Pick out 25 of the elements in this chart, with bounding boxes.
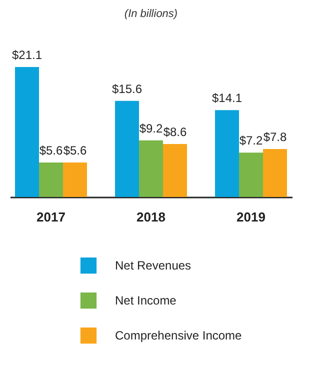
bar	[163, 144, 187, 197]
bar	[263, 148, 287, 197]
data-label: $8.6	[163, 125, 187, 140]
data-label: $15.6	[112, 82, 142, 96]
data-label: $5.6	[63, 144, 87, 158]
data-label: $9.2	[139, 121, 163, 136]
data-label: $5.6	[39, 144, 63, 158]
bar	[39, 162, 63, 197]
bar	[115, 100, 139, 197]
legend-label: Comprehensive Income	[115, 328, 242, 342]
data-label: $21.1	[12, 48, 42, 62]
bar	[239, 152, 263, 197]
x-tick-label: 2018	[136, 210, 166, 224]
legend-label: Net Revenues	[115, 258, 192, 272]
bar	[139, 140, 163, 197]
data-label: $7.2	[239, 134, 263, 148]
bar	[63, 162, 87, 197]
x-tick-label: 2017	[36, 210, 66, 224]
bar	[215, 110, 239, 197]
data-label: $7.8	[263, 130, 287, 144]
data-label: $14.1	[212, 91, 242, 106]
bar	[15, 67, 39, 197]
x-tick-label: 2019	[236, 210, 266, 224]
legend-label: Net Income	[115, 294, 177, 308]
chart-title: (In billions)	[124, 8, 178, 20]
